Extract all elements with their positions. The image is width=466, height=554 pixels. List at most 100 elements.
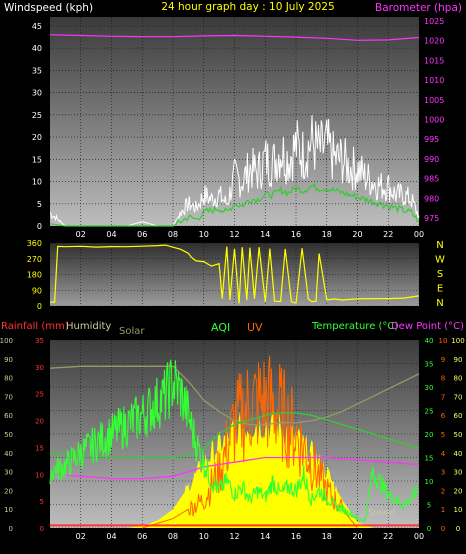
middle-y-ticks: 0 90 180 270 360 bbox=[27, 239, 42, 311]
direction-tick-label: 180 bbox=[27, 271, 42, 280]
temperature-tick-label: 40 bbox=[425, 337, 434, 345]
humidity-tick-label: 90 bbox=[4, 356, 13, 364]
windspeed-tick-label: 40 bbox=[32, 44, 42, 53]
temperature-tick-label: 35 bbox=[425, 361, 434, 369]
rain-temp-panel: 0102030405060708090100051015202530350510… bbox=[0, 321, 465, 541]
humidity-line bbox=[49, 365, 420, 426]
aqi-tick-label: 60 bbox=[454, 412, 463, 420]
aqi-tick-label: 20 bbox=[454, 487, 463, 495]
windspeed-tick-label: 45 bbox=[32, 22, 42, 31]
x-tick-label: 20 bbox=[352, 532, 362, 541]
temperature-tick-label: 15 bbox=[425, 455, 434, 463]
temperature-tick-label: 20 bbox=[425, 431, 434, 439]
windspeed-tick-label: 5 bbox=[37, 200, 42, 209]
x-tick-label: 08 bbox=[168, 532, 178, 541]
graph-title: 24 hour graph day : 10 July 2025 bbox=[161, 1, 334, 13]
direction-tick-label: 360 bbox=[27, 239, 42, 248]
windspeed-tick-label: 15 bbox=[32, 155, 42, 164]
middle-series bbox=[49, 244, 420, 304]
direction-label: N bbox=[436, 240, 443, 251]
x-tick-label: 22 bbox=[383, 532, 393, 541]
uv-tick-label: 1 bbox=[441, 506, 445, 514]
humidity-tick-label: 20 bbox=[4, 487, 13, 495]
barometer-tick-label: 1000 bbox=[424, 116, 444, 125]
direction-tick-label: 0 bbox=[37, 302, 42, 311]
wind-direction-line bbox=[49, 244, 420, 304]
temperature-axis-label: Temperature (°C) bbox=[311, 321, 398, 332]
direction-label: E bbox=[437, 284, 443, 295]
rainfall-tick-label: 10 bbox=[35, 471, 44, 479]
temperature-tick-label: 25 bbox=[425, 408, 434, 416]
humidity-tick-label: 70 bbox=[4, 393, 13, 401]
humidity-tick-label: 10 bbox=[4, 506, 13, 514]
x-tick-label: 16 bbox=[291, 230, 301, 239]
humidity-axis-label: Humidity bbox=[66, 321, 111, 332]
top-series bbox=[49, 34, 420, 227]
rainfall-tick-label: 5 bbox=[40, 498, 44, 506]
aqi-tick-label: 10 bbox=[454, 506, 463, 514]
aqi-line bbox=[49, 359, 419, 523]
x-tick-label: 18 bbox=[322, 532, 332, 541]
temperature-tick-label: 10 bbox=[425, 478, 434, 486]
x-tick-label: 06 bbox=[137, 230, 147, 239]
windspeed-axis-label: Windspeed (kph) bbox=[4, 2, 93, 14]
x-tick-label: 10 bbox=[199, 230, 209, 239]
barometer-tick-label: 1020 bbox=[424, 37, 444, 46]
windspeed-tick-label: 35 bbox=[32, 66, 42, 75]
aqi-tick-label: 100 bbox=[451, 337, 464, 345]
direction-label: W bbox=[435, 255, 445, 266]
barometer-tick-label: 1025 bbox=[424, 17, 444, 26]
x-tick-label: 12 bbox=[229, 532, 239, 541]
bottom-series bbox=[49, 355, 420, 529]
rainfall-tick-label: 35 bbox=[35, 337, 44, 345]
windspeed-tick-label: 30 bbox=[32, 89, 42, 98]
aqi-tick-label: 90 bbox=[454, 356, 463, 364]
x-tick-label: 00 bbox=[414, 532, 424, 541]
barometer-tick-label: 995 bbox=[424, 135, 439, 144]
x-tick-label: 12 bbox=[229, 230, 239, 239]
rainfall-tick-label: 0 bbox=[40, 525, 44, 533]
rainfall-tick-label: 20 bbox=[35, 418, 44, 426]
barometer-tick-label: 1010 bbox=[424, 76, 444, 85]
uv-tick-label: 10 bbox=[439, 337, 448, 345]
top-y2-ticks: 975 980 985 990 995 1000 1005 1010 1015 1020 1025 bbox=[424, 17, 444, 223]
x-tick-label: 04 bbox=[106, 230, 116, 239]
top-y-ticks: 0 5 10 15 20 25 30 35 40 45 bbox=[32, 22, 42, 231]
temperature-line bbox=[49, 412, 420, 459]
direction-tick-label: 270 bbox=[27, 255, 42, 264]
sunset-annotation: Sunset bbox=[368, 508, 395, 517]
x-tick-label: 14 bbox=[260, 230, 270, 239]
x-tick-label: 04 bbox=[106, 532, 116, 541]
humidity-tick-label: 100 bbox=[0, 337, 13, 345]
barometer-tick-label: 1015 bbox=[424, 56, 444, 65]
humidity-tick-label: 50 bbox=[4, 431, 13, 439]
bottom-axes: 0102030405060708090100051015202530350510… bbox=[0, 337, 465, 533]
barometer-line bbox=[49, 34, 420, 41]
x-tick-label: 14 bbox=[260, 532, 270, 541]
rainfall-axis-label: Rainfall (mm) bbox=[1, 321, 69, 332]
x-tick-label: 00 bbox=[414, 230, 424, 239]
aqi-tick-label: 30 bbox=[454, 469, 463, 477]
humidity-tick-label: 40 bbox=[4, 450, 13, 458]
humidity-tick-label: 60 bbox=[4, 412, 13, 420]
barometer-tick-label: 990 bbox=[424, 155, 439, 164]
x-tick-label: 06 bbox=[137, 532, 147, 541]
barometer-axis-label: Barometer (hpa) bbox=[375, 2, 462, 14]
x-tick-label: 02 bbox=[76, 532, 86, 541]
uv-tick-label: 3 bbox=[441, 469, 445, 477]
top-x-ticks: 02 04 06 08 10 12 14 16 18 20 22 00 bbox=[76, 230, 424, 239]
windspeed-tick-label: 10 bbox=[32, 178, 42, 187]
x-tick-label: 22 bbox=[383, 230, 393, 239]
rainfall-tick-label: 15 bbox=[35, 444, 44, 452]
uv-tick-label: 5 bbox=[441, 431, 445, 439]
rainfall-tick-label: 25 bbox=[35, 391, 44, 399]
x-tick-label: 20 bbox=[352, 230, 362, 239]
barometer-tick-label: 985 bbox=[424, 175, 439, 184]
barometer-tick-label: 975 bbox=[424, 214, 439, 223]
temperature-tick-label: 5 bbox=[427, 502, 431, 510]
aqi-tick-label: 70 bbox=[454, 393, 463, 401]
direction-label: N bbox=[436, 298, 443, 309]
